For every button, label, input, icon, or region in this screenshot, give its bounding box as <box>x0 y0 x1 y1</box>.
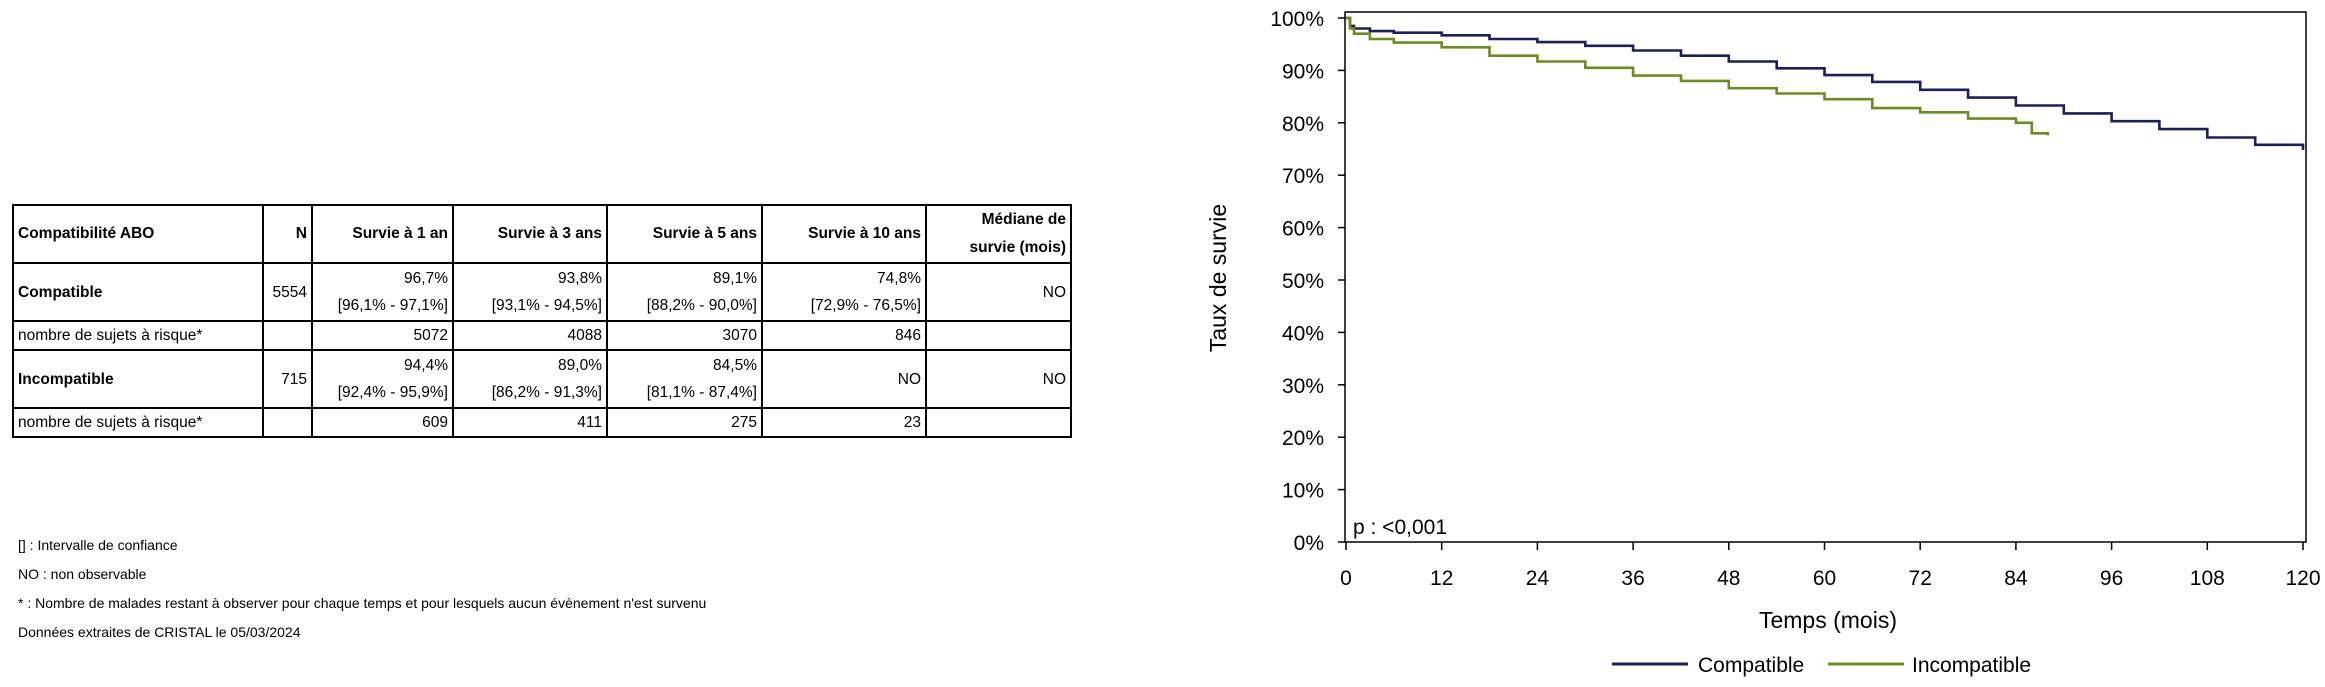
cell-y10: 23 <box>761 407 927 438</box>
ci: [93,1% - 94,5%] <box>491 297 602 314</box>
survival-table: Compatibilité ABO N Survie à 1 an Survie… <box>12 204 1072 438</box>
table-row: Incompatible 715 94,4% [92,4% - 95,9%] 89… <box>12 349 1072 409</box>
cell-y1: 96,7% [96,1% - 97,1%] <box>311 262 454 322</box>
row-label: nombre de sujets à risque* <box>12 407 264 438</box>
cell-y10: 846 <box>761 320 927 351</box>
x-tick-label: 60 <box>1813 567 1836 590</box>
ci: [72,9% - 76,5%] <box>810 297 921 314</box>
x-tick-label: 84 <box>2004 567 2028 590</box>
cell-y3: 89,0% [86,2% - 91,3%] <box>452 349 608 409</box>
header-survival-5y: Survie à 5 ans <box>606 204 763 264</box>
note-risk: * : Nombre de malades restant à observer… <box>18 595 707 611</box>
value: 89,1% <box>713 270 757 287</box>
legend-label-incompatible: Incompatible <box>1912 654 2031 677</box>
header-survival-1y: Survie à 1 an <box>311 204 454 264</box>
value: 93,8% <box>558 270 602 287</box>
y-tick-label: 10% <box>1282 480 1324 503</box>
y-tick-label: 30% <box>1282 375 1324 398</box>
x-tick-label: 36 <box>1621 567 1644 590</box>
x-axis: 0 12 24 36 48 60 72 84 96 108 120 <box>1340 542 2321 590</box>
cell-median: NO <box>925 262 1072 322</box>
note-source: Données extraites de CRISTAL le 05/03/20… <box>18 624 301 640</box>
value: 89,0% <box>558 357 602 374</box>
legend: Compatible Incompatible <box>1612 654 2031 677</box>
y-tick-label: 60% <box>1282 218 1324 241</box>
cell-empty <box>262 407 313 438</box>
cell-y5: 89,1% [88,2% - 90,0%] <box>606 262 763 322</box>
value: 84,5% <box>713 357 757 374</box>
cell-y1: 94,4% [92,4% - 95,9%] <box>311 349 454 409</box>
note-no: NO : non observable <box>18 566 147 582</box>
value: 74,8% <box>877 270 921 287</box>
row-label: Compatible <box>12 262 264 322</box>
cell-empty <box>925 407 1072 438</box>
y-tick-label: 90% <box>1282 60 1324 83</box>
cell-y5: 3070 <box>606 320 763 351</box>
header-median-line2: survie (mois) <box>969 239 1066 256</box>
cell-y1: 5072 <box>311 320 454 351</box>
series-line-incompatible <box>1346 16 2050 136</box>
ci: [92,4% - 95,9%] <box>337 384 448 401</box>
x-tick-label: 96 <box>2100 567 2123 590</box>
y-tick-label: 80% <box>1282 113 1324 136</box>
table-row: nombre de sujets à risque* 609 411 275 2… <box>12 407 1072 438</box>
p-value-annotation: p : <0,001 <box>1353 516 1447 539</box>
cell-y10: NO <box>761 349 927 409</box>
header-n: N <box>262 204 313 264</box>
header-median: Médiane de survie (mois) <box>925 204 1072 264</box>
cell-y5: 84,5% [81,1% - 87,4%] <box>606 349 763 409</box>
table-row: Compatible 5554 96,7% [96,1% - 97,1%] 93,… <box>12 262 1072 322</box>
row-n: 5554 <box>262 262 313 322</box>
legend-label-compatible: Compatible <box>1698 654 1804 677</box>
table-row: nombre de sujets à risque* 5072 4088 307… <box>12 320 1072 351</box>
cell-y1: 609 <box>311 407 454 438</box>
header-median-line1: Médiane de <box>981 211 1066 228</box>
y-tick-label: 0% <box>1294 532 1324 555</box>
y-axis-title: Taux de survie <box>1205 204 1231 352</box>
y-tick-label: 70% <box>1282 165 1324 188</box>
x-tick-label: 120 <box>2285 567 2320 590</box>
ci: [81,1% - 87,4%] <box>646 384 757 401</box>
x-axis-title: Temps (mois) <box>1759 607 1897 633</box>
y-axis: 0% 10% 20% 30% 40% 50% 60% 70% 80% 90% 100% <box>1270 8 1345 555</box>
cell-y5: 275 <box>606 407 763 438</box>
cell-median: NO <box>925 349 1072 409</box>
x-tick-label: 24 <box>1526 567 1550 590</box>
note-ci: [] : Intervalle de confiance <box>18 537 178 553</box>
x-tick-label: 72 <box>1909 567 1932 590</box>
ci: [88,2% - 90,0%] <box>646 297 757 314</box>
cell-y10: 74,8% [72,9% - 76,5%] <box>761 262 927 322</box>
cell-y3: 93,8% [93,1% - 94,5%] <box>452 262 608 322</box>
ci: [86,2% - 91,3%] <box>491 384 602 401</box>
x-tick-label: 48 <box>1717 567 1740 590</box>
series-line-compatible <box>1346 16 2305 150</box>
row-label: nombre de sujets à risque* <box>12 320 264 351</box>
cell-y3: 411 <box>452 407 608 438</box>
cell-empty <box>262 320 313 351</box>
y-tick-label: 20% <box>1282 427 1324 450</box>
x-tick-label: 108 <box>2190 567 2225 590</box>
header-compatibility: Compatibilité ABO <box>12 204 264 264</box>
header-survival-3y: Survie à 3 ans <box>452 204 608 264</box>
row-n: 715 <box>262 349 313 409</box>
y-tick-label: 100% <box>1270 8 1324 31</box>
value: 94,4% <box>404 357 448 374</box>
plot-frame <box>1344 11 2307 543</box>
value: 96,7% <box>404 270 448 287</box>
x-tick-label: 12 <box>1430 567 1453 590</box>
x-tick-label: 0 <box>1340 567 1352 590</box>
table-header-row: Compatibilité ABO N Survie à 1 an Survie… <box>12 204 1072 264</box>
series-lines <box>1346 16 2305 150</box>
cell-y3: 4088 <box>452 320 608 351</box>
y-tick-label: 40% <box>1282 322 1324 345</box>
cell-empty <box>925 320 1072 351</box>
header-survival-10y: Survie à 10 ans <box>761 204 927 264</box>
row-label: Incompatible <box>12 349 264 409</box>
ci: [96,1% - 97,1%] <box>337 297 448 314</box>
y-tick-label: 50% <box>1282 270 1324 293</box>
